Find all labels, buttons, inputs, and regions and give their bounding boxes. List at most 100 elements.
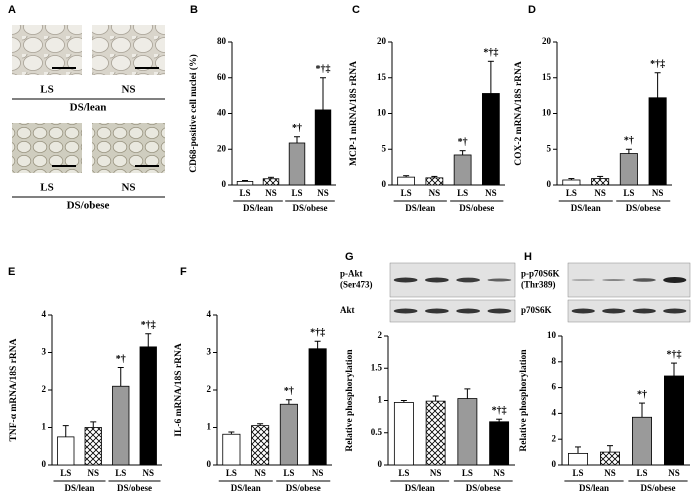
x-tick-label: NS — [317, 188, 329, 198]
histology-image — [12, 25, 82, 75]
significance-label: *†‡ — [316, 64, 331, 75]
bar — [600, 451, 621, 466]
bar — [457, 398, 478, 466]
bar — [632, 416, 653, 466]
x-tick-label: NS — [254, 468, 266, 478]
y-axis-label: Relative phosphorylation — [345, 349, 355, 452]
blot-label: Akt — [340, 305, 355, 315]
x-tick-label: NS — [430, 468, 442, 478]
y-tick-label: 5 — [382, 143, 387, 153]
x-tick-label: LS — [60, 468, 71, 478]
group-label: DS/obese — [67, 200, 110, 212]
y-tick-label: 1 — [42, 422, 47, 432]
y-axis-label: CD68-positive cell nuclei (%) — [188, 54, 199, 172]
y-tick-label: 20 — [217, 143, 227, 153]
group-label: DS/lean — [405, 203, 435, 213]
y-tick-label: 0 — [222, 179, 227, 189]
significance-label: *†‡ — [492, 406, 507, 417]
y-axis-label: IL-6 mRNA/18S rRNA — [174, 343, 184, 437]
group-label: DS/lean — [571, 203, 601, 213]
significance-label: *†‡ — [650, 59, 665, 70]
blot-image — [567, 262, 691, 298]
y-tick-label: 15 — [542, 72, 552, 82]
image-label: NS — [121, 182, 135, 194]
blot-band — [456, 277, 480, 283]
panel-letter: B — [190, 4, 198, 16]
y-tick-label: 20 — [542, 36, 552, 46]
panel-letter: A — [8, 4, 16, 16]
y-tick-label: 4 — [552, 407, 557, 417]
panel-letter: F — [180, 266, 187, 278]
blot-band — [487, 278, 512, 282]
significance-label: *† — [624, 136, 634, 147]
bar — [664, 375, 685, 466]
blot-band — [425, 308, 449, 314]
x-tick-label: LS — [226, 468, 237, 478]
y-tick-label: 0 — [382, 179, 387, 189]
blot-band — [602, 279, 626, 281]
group-label: DS/obese — [117, 483, 152, 493]
blot-band — [663, 308, 687, 314]
bar — [425, 177, 444, 186]
blot-band — [487, 308, 512, 314]
blot-band — [456, 308, 480, 314]
blot-image — [567, 299, 691, 323]
histology-image — [12, 123, 82, 173]
y-axis-label: TNF-α mRNA/18S rRNA — [9, 338, 19, 441]
bar — [279, 403, 298, 466]
group-label: DS/obese — [640, 483, 675, 493]
bar — [568, 452, 589, 466]
group-label: DS/lean — [70, 102, 107, 114]
blot-band — [602, 308, 626, 314]
x-tick-label: LS — [398, 468, 409, 478]
x-tick-label: LS — [462, 468, 473, 478]
significance-label: *† — [637, 389, 647, 400]
blot-label: p-Akt — [340, 269, 363, 279]
y-tick-label: 4 — [207, 309, 212, 319]
y-tick-label: 10 — [542, 108, 552, 118]
blot-image — [389, 299, 516, 323]
x-tick-label: NS — [652, 188, 664, 198]
y-tick-label: 40 — [217, 108, 227, 118]
group-label: DS/lean — [579, 483, 609, 493]
y-axis-label: Relative phosphorylation — [519, 349, 529, 452]
blot-label: p-p70S6K — [521, 269, 560, 279]
bar — [481, 93, 500, 186]
y-tick-label: 15 — [377, 72, 387, 82]
x-tick-label: NS — [668, 468, 680, 478]
bar — [393, 402, 414, 466]
x-tick-label: NS — [265, 188, 277, 198]
bar — [562, 179, 581, 186]
bar — [236, 181, 254, 186]
blot-band — [393, 308, 418, 314]
y-tick-label: 0 — [547, 179, 552, 189]
group-label: DS/obese — [466, 483, 501, 493]
y-tick-label: 10 — [377, 108, 387, 118]
blot-band — [632, 308, 656, 314]
x-tick-label: NS — [485, 188, 497, 198]
bar — [84, 427, 102, 466]
histology-image — [92, 25, 165, 75]
bar — [619, 153, 638, 186]
y-tick-label: 1.5 — [371, 362, 383, 372]
y-tick-label: 0.5 — [371, 427, 383, 437]
y-axis-label: COX-2 mRNA/18S rRNA — [514, 61, 524, 166]
significance-label: *†‡ — [310, 328, 325, 339]
y-tick-label: 20 — [377, 36, 387, 46]
y-tick-label: 2 — [552, 433, 557, 443]
x-tick-label: LS — [283, 468, 294, 478]
panel-letter: E — [8, 266, 15, 278]
y-tick-label: 2 — [207, 384, 212, 394]
x-tick-label: LS — [572, 468, 583, 478]
group-label: DS/lean — [243, 203, 273, 213]
bar — [648, 97, 667, 186]
panel-letter: H — [524, 251, 532, 263]
group-label: DS/lean — [64, 483, 94, 493]
bar — [112, 385, 130, 466]
x-tick-label: LS — [457, 188, 468, 198]
x-tick-label: LS — [401, 188, 412, 198]
blot-band — [571, 308, 595, 314]
y-tick-label: 4 — [42, 309, 47, 319]
group-label: DS/obese — [286, 483, 321, 493]
y-tick-label: 80 — [217, 36, 227, 46]
